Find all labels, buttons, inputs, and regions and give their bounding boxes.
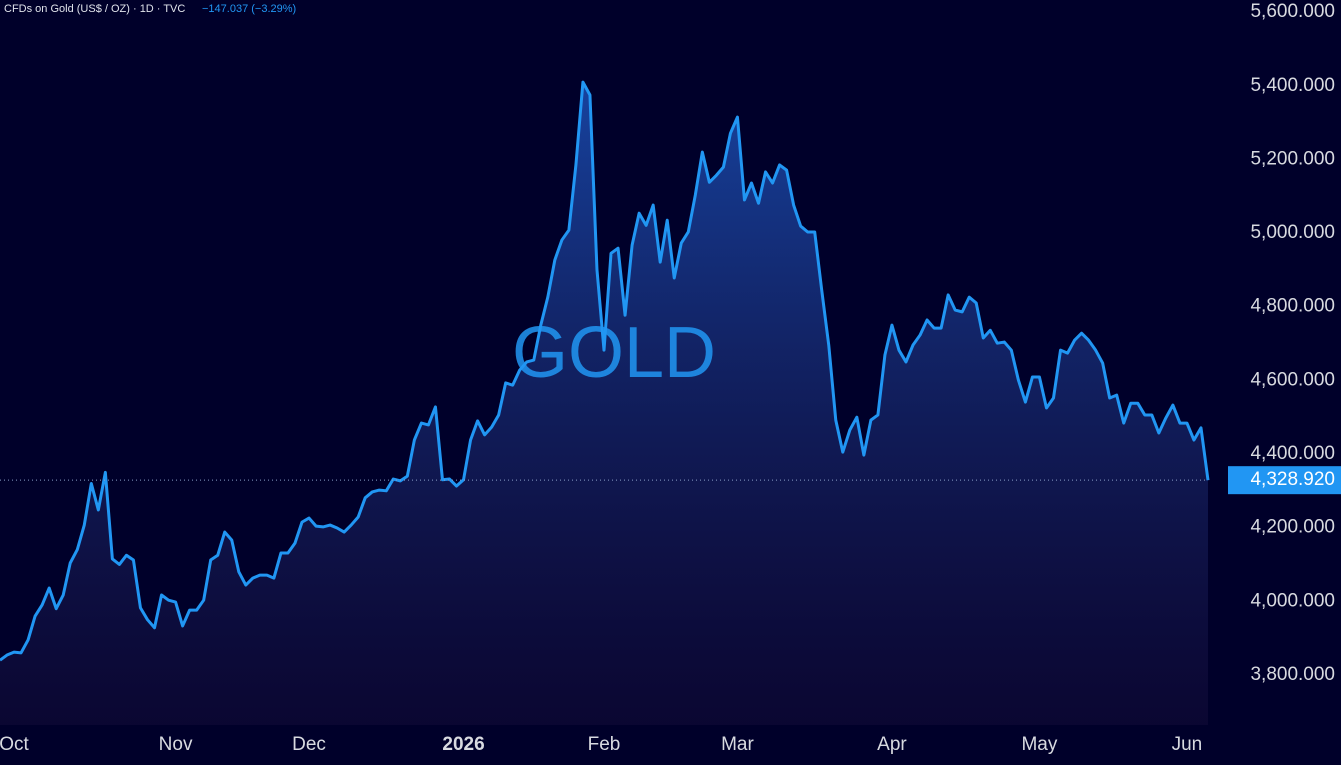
x-tick-label: Feb bbox=[588, 734, 621, 755]
x-tick-label: May bbox=[1021, 734, 1057, 755]
x-tick-label: Dec bbox=[292, 734, 326, 755]
price-change: −147.037 (−3.29%) bbox=[202, 3, 296, 15]
y-tick-label: 4,400.000 bbox=[1250, 443, 1335, 464]
x-tick-label: Mar bbox=[721, 734, 754, 755]
price-tag bbox=[1228, 466, 1341, 495]
y-tick-label: 4,000.000 bbox=[1250, 590, 1335, 611]
y-tick-label: 3,800.000 bbox=[1250, 664, 1335, 685]
area-fill bbox=[0, 82, 1208, 726]
y-tick-label: 5,000.000 bbox=[1250, 222, 1335, 243]
y-tick-label: 4,800.000 bbox=[1250, 296, 1335, 317]
y-tick-label: 5,200.000 bbox=[1250, 148, 1335, 169]
price-line bbox=[0, 80, 1210, 662]
chart-title: CFDs on Gold (US$ / OZ) · 1D · TVC bbox=[4, 3, 185, 15]
x-tick-label: 2026 bbox=[442, 734, 484, 755]
x-tick-label: Jun bbox=[1172, 734, 1203, 755]
y-tick-label: 5,600.000 bbox=[1250, 1, 1335, 22]
plot-area bbox=[0, 80, 1210, 726]
y-tick-label: 4,200.000 bbox=[1250, 517, 1335, 538]
x-tick-label: Oct bbox=[0, 734, 30, 755]
x-tick-label: Nov bbox=[159, 734, 193, 755]
y-tick-label: 4,600.000 bbox=[1250, 369, 1335, 390]
price-tag-label: 4,328.920 bbox=[1250, 469, 1335, 490]
y-tick-label: 5,400.000 bbox=[1250, 75, 1335, 96]
watermark: GOLD bbox=[512, 313, 716, 393]
x-tick-label: Apr bbox=[877, 734, 907, 755]
